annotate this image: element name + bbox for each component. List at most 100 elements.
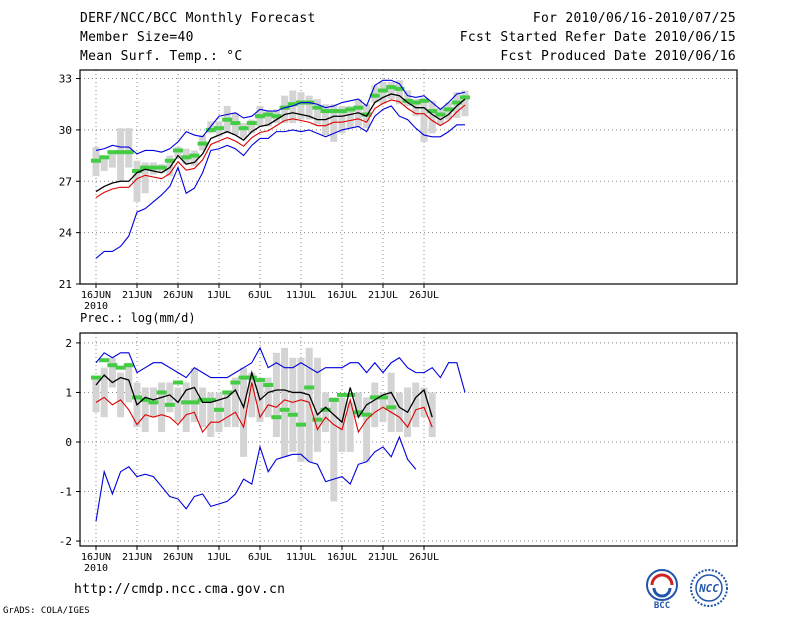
precipitation-ytick-label: 0: [65, 436, 72, 449]
precipitation-spread-bar: [363, 397, 371, 462]
temperature-median-marker: [312, 105, 323, 110]
temperature-median-marker: [189, 153, 200, 158]
precipitation-xtick-label: 26JUL: [409, 552, 439, 563]
temperature-median-marker: [402, 98, 413, 103]
temperature-min-line: [95, 105, 465, 259]
temperature-xtick-label: 16JUN: [81, 290, 111, 301]
bcc-logo: BCC: [640, 568, 684, 614]
precipitation-spread-bar: [166, 382, 174, 413]
precipitation-median-marker: [255, 378, 265, 383]
temperature-median-marker: [132, 169, 142, 174]
precipitation-spread-bar: [182, 382, 190, 433]
ncc-logo: NCC: [686, 568, 732, 614]
precipitation-spread-bar: [338, 397, 346, 452]
temperature-mean-line: [95, 93, 466, 193]
precipitation-spread-bar: [264, 377, 272, 418]
precipitation-median-marker: [214, 407, 224, 412]
temperature-spread-bar: [108, 152, 116, 168]
temperature-spread-bar: [125, 128, 133, 168]
temperature-spread-bar: [379, 81, 387, 105]
precipitation-median-marker: [238, 375, 249, 380]
precipitation-spread-bar: [231, 377, 239, 428]
temperature-year-label: 2010: [84, 301, 108, 312]
precipitation-spread-bar: [346, 402, 354, 452]
variable-label: Mean Surf. Temp.: °C: [80, 49, 243, 64]
precipitation-median-marker: [361, 412, 372, 417]
temperature-median-marker: [345, 107, 356, 112]
forecast-started-date: Fcst Started Refer Date 2010/06/15: [459, 30, 736, 45]
temperature-ytick-label: 24: [59, 227, 73, 240]
precipitation-spread-bar: [387, 372, 395, 433]
precipitation-spread-bar: [322, 392, 330, 433]
precipitation-max-line: [95, 346, 466, 393]
precipitation-spread-bar: [305, 347, 313, 462]
precipitation-xtick-label: 6JUL: [248, 552, 272, 563]
precipitation-spread-bar: [297, 357, 305, 462]
precipitation-median-marker: [107, 363, 118, 368]
temperature-spread-bar: [404, 90, 412, 106]
ncc-logo-text: NCC: [698, 582, 719, 595]
source-url[interactable]: http://cmdp.ncc.cma.gov.cn: [74, 582, 286, 597]
temperature-median-marker: [148, 165, 159, 170]
temperature-spread-bar: [330, 104, 338, 142]
precipitation-ytick-label: 1: [65, 386, 72, 399]
temperature-spread-bar: [289, 90, 297, 124]
temperature-frame: [79, 69, 738, 285]
temperature-median-marker: [214, 126, 224, 131]
temperature-max-line: [95, 79, 466, 155]
precipitation-median-marker: [378, 395, 388, 400]
temperature-median-marker: [435, 112, 446, 117]
temperature-median-marker: [230, 121, 241, 126]
temperature-median-marker: [156, 165, 167, 170]
temperature-xtick-label: 21JUN: [122, 290, 152, 301]
temperature-xtick-label: 6JUL: [248, 290, 272, 301]
precipitation-median-marker: [246, 375, 257, 380]
temperature-median-marker: [369, 93, 380, 98]
temperature-spread-bar: [305, 95, 313, 120]
precipitation-median-marker: [304, 385, 315, 390]
temperature-median-marker: [427, 109, 438, 114]
temperature-median-marker: [353, 105, 364, 110]
temperature-median-marker: [140, 165, 151, 170]
temperature-ytick-label: 27: [59, 175, 72, 188]
precipitation-spread-bar: [92, 377, 100, 413]
precipitation-spread-bar: [158, 382, 166, 433]
temperature-median-marker: [197, 141, 208, 146]
temperature-spread-bar: [395, 80, 403, 105]
temperature-spread-bar: [166, 155, 174, 177]
precipitation-median-marker: [386, 405, 397, 410]
precipitation-year-label: 2010: [84, 563, 108, 574]
temperature-xtick-label: 1JUL: [207, 290, 231, 301]
precipitation-median-marker: [91, 375, 101, 380]
precipitation-xtick-label: 21JUL: [368, 552, 398, 563]
precipitation-median-marker: [369, 395, 380, 400]
precipitation-spread-bar: [207, 392, 215, 438]
temperature-spread-bar: [297, 92, 305, 120]
precipitation-spread-bar: [240, 367, 248, 457]
temperature-median-marker: [386, 85, 397, 90]
precipitation-median-marker: [99, 358, 110, 363]
precipitation-median-marker: [312, 417, 323, 422]
temperature-median-marker: [181, 155, 192, 160]
precipitation-spread-bar: [281, 347, 289, 457]
precipitation-xtick-label: 16JUN: [81, 552, 111, 563]
precipitation-spread-bar: [354, 392, 362, 418]
temperature-spread-bar: [190, 150, 198, 166]
temperature-median-marker: [394, 86, 405, 91]
precipitation-xtick-label: 1JUL: [207, 552, 231, 563]
temperature-spread-bar: [117, 128, 125, 182]
temperature-median-marker: [164, 158, 175, 163]
precipitation-spread-bar: [117, 372, 125, 418]
precipitation-median-marker: [271, 415, 282, 420]
temperature-median-marker: [460, 95, 470, 100]
temperature-median-marker: [173, 148, 183, 153]
grads-credit: GrADS: COLA/IGES: [3, 606, 90, 616]
precipitation-median-marker: [173, 380, 183, 385]
precipitation-spread-bar: [428, 392, 436, 438]
member-size-label: Member Size=40: [80, 30, 194, 45]
precipitation-frame: [79, 332, 738, 547]
temperature-spread-bar: [428, 100, 436, 134]
temperature-spread-bar: [461, 90, 469, 117]
precipitation-min-line: [95, 435, 417, 522]
